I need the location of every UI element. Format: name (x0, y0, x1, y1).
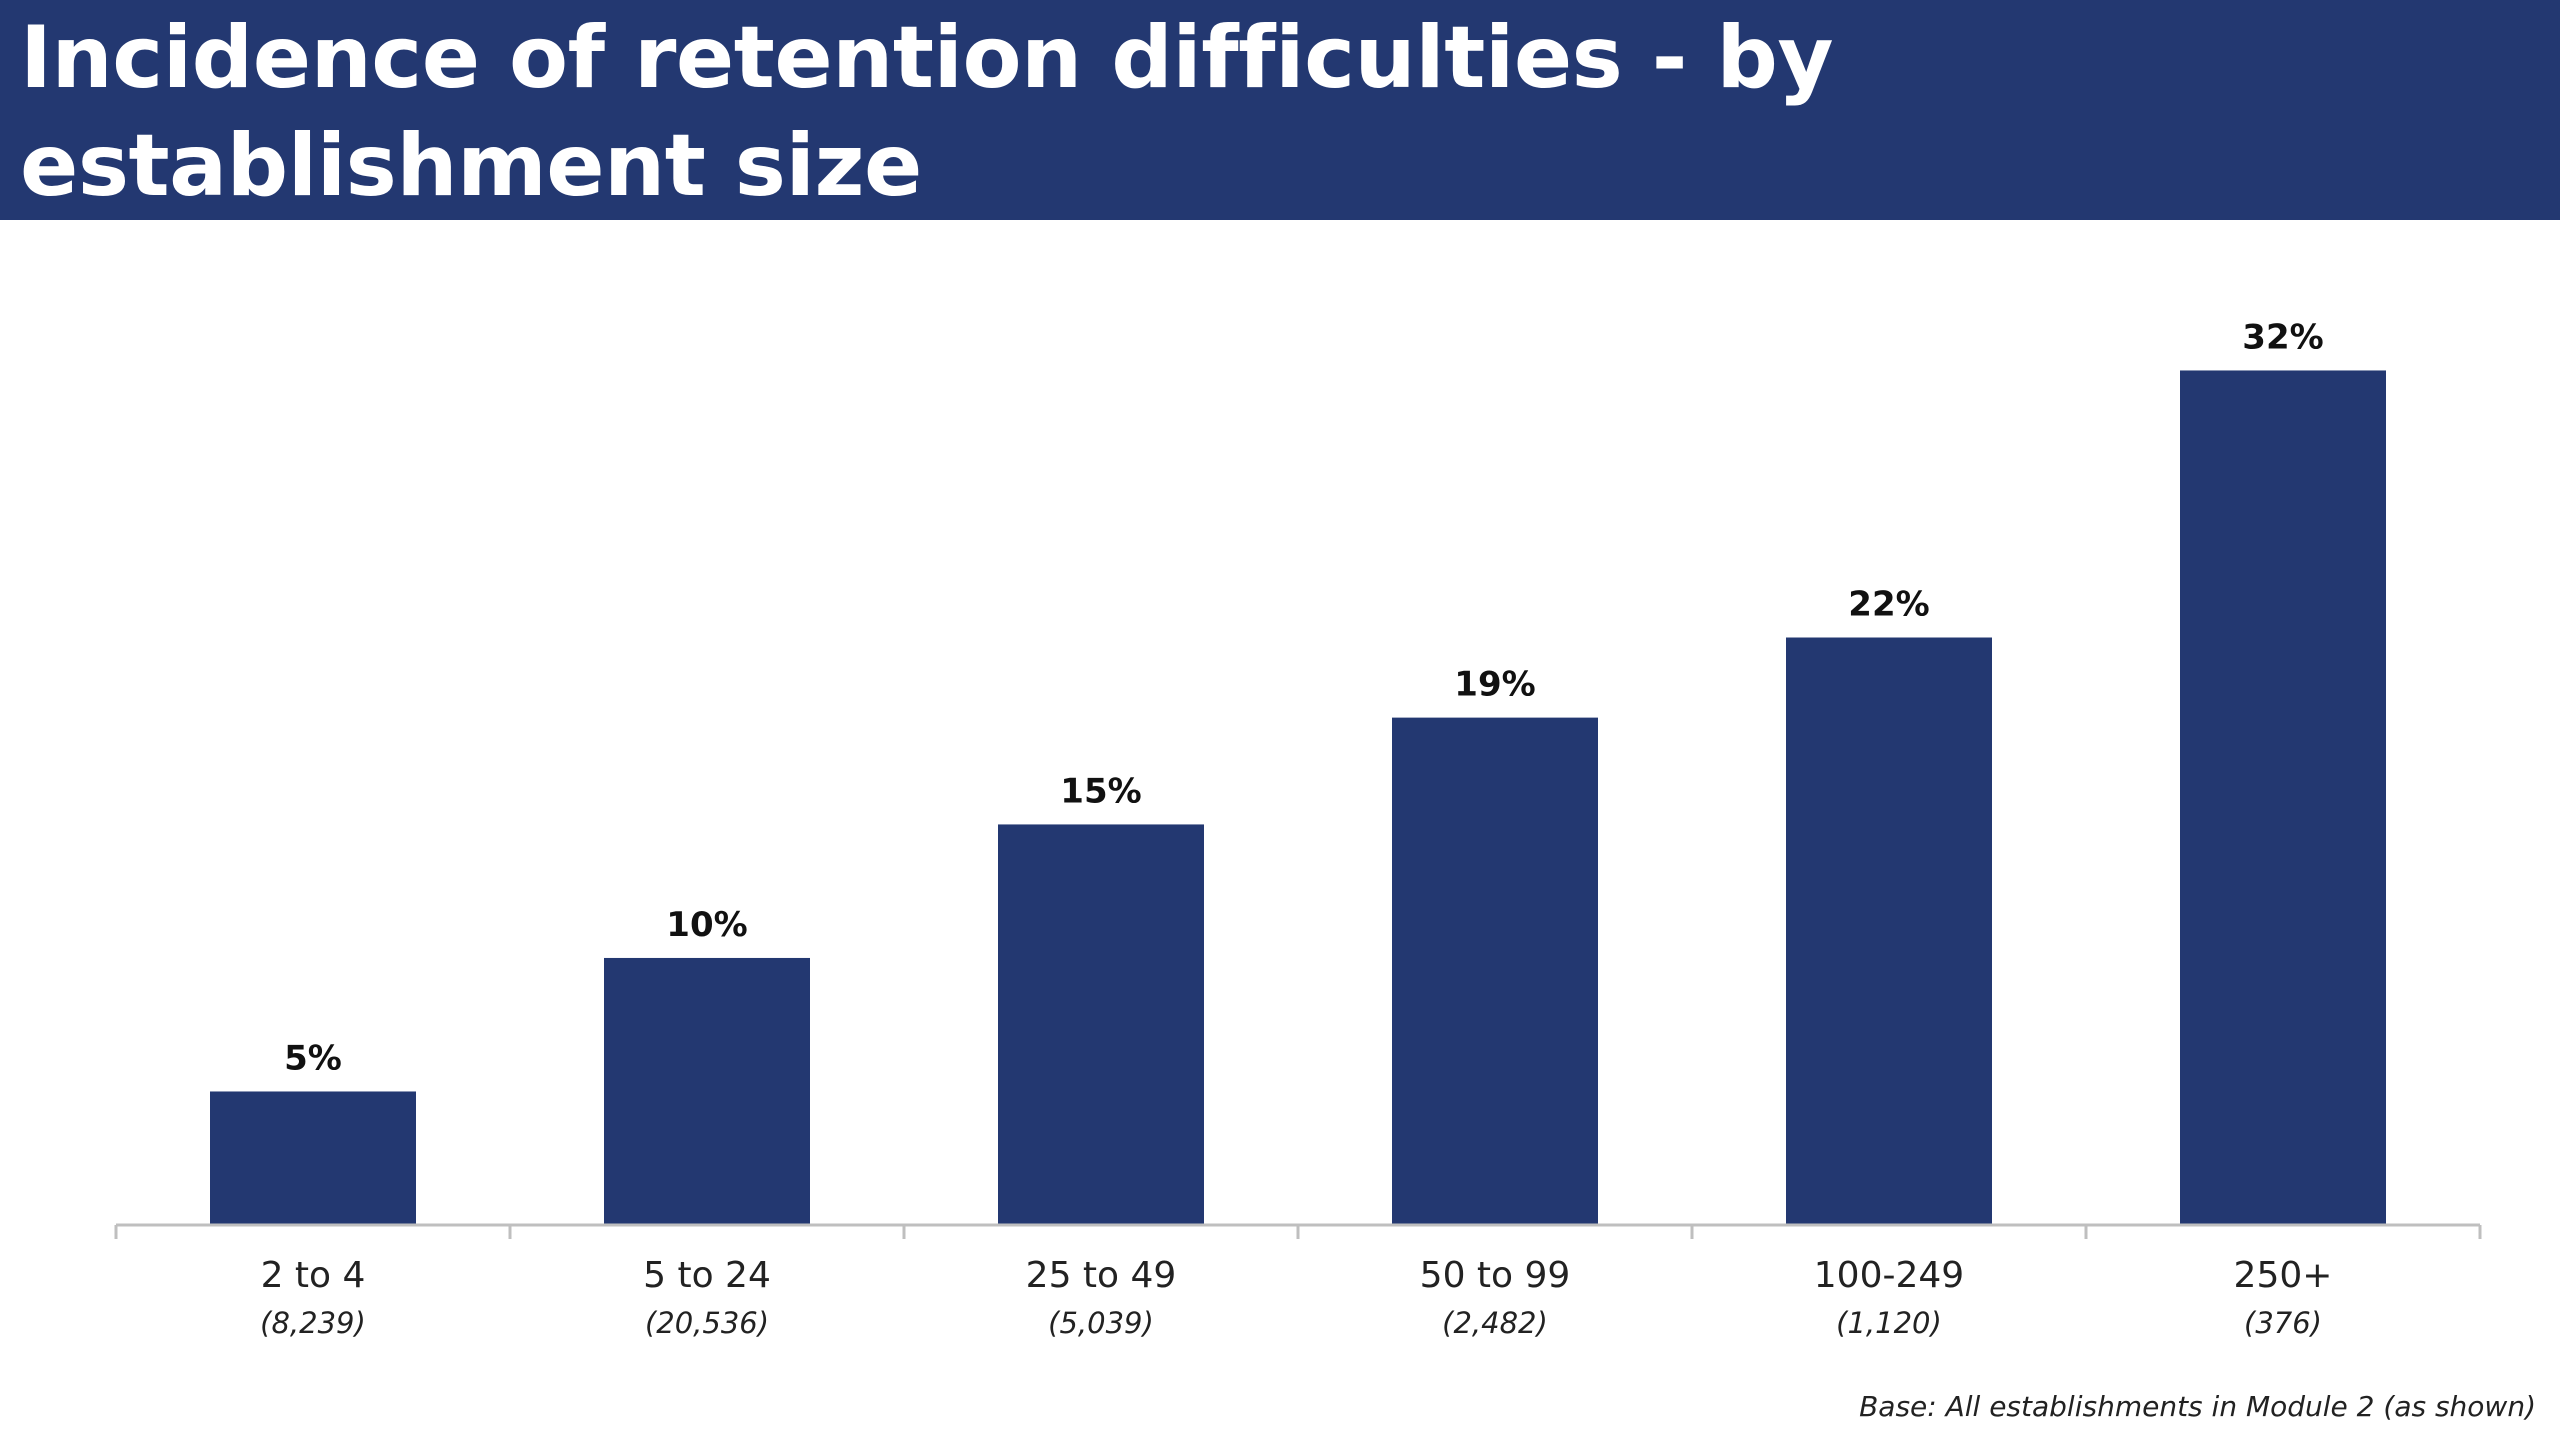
bars-layer (210, 370, 2386, 1225)
category-label: 5 to 24 (643, 1255, 771, 1296)
bar (998, 824, 1204, 1225)
category-label: 50 to 99 (1420, 1255, 1571, 1296)
category-base-label: (1,120) (1836, 1306, 1942, 1340)
category-label: 250+ (2234, 1255, 2333, 1296)
bar-value-label: 15% (1060, 771, 1141, 811)
bar (1786, 637, 1992, 1225)
bar-value-label: 5% (284, 1038, 342, 1078)
category-base-label: (5,039) (1048, 1306, 1154, 1340)
bar-chart: 5% 10% 15% 19% 22% 32% 2 to 4 (8,239) 5 to 24 (2… (114, 317, 2482, 1340)
category-base-label: (376) (2244, 1306, 2322, 1340)
category-label: 25 to 49 (1026, 1255, 1177, 1296)
bar-value-label: 22% (1848, 585, 1929, 625)
category-label: 2 to 4 (261, 1255, 366, 1296)
category-base-label: (8,239) (260, 1306, 366, 1340)
category-base-label: (2,482) (1442, 1306, 1548, 1340)
chart-title: Incidence of retention difficulties - by… (20, 8, 1834, 216)
bar (1392, 717, 1598, 1225)
bar (604, 957, 810, 1225)
x-axis-ticks-layer (114, 1225, 2482, 1239)
category-base-label: (20,536) (645, 1306, 769, 1340)
bar (2180, 370, 2386, 1225)
bar-value-label: 32% (2242, 317, 2323, 357)
title-banner: Incidence of retention difficulties - by… (0, 0, 2560, 220)
bar-value-label: 10% (666, 905, 747, 945)
category-label: 100-249 (1814, 1255, 1964, 1296)
bar (210, 1091, 416, 1225)
category-labels-layer: 2 to 4 (8,239) 5 to 24 (20,536) 25 to 49 (5,0… (260, 1255, 2332, 1340)
base-footnote: Base: All establishments in Module 2 (as… (1859, 1390, 2536, 1423)
value-labels-layer: 5% 10% 15% 19% 22% 32% (284, 317, 2324, 1078)
bar-value-label: 19% (1454, 665, 1535, 705)
